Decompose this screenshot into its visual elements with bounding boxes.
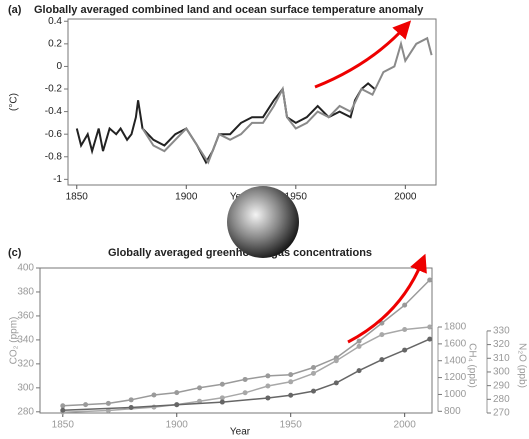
globe: [227, 186, 299, 258]
y-tick-label: 1600: [444, 339, 467, 350]
y-tick-label: -1: [53, 174, 62, 185]
y-tick-label: 380: [17, 287, 34, 298]
y-tick-label: 290: [493, 380, 510, 391]
y-axis-label: CO₂ (ppm): [9, 317, 20, 365]
data-point: [357, 368, 362, 373]
x-tick-label: 2000: [394, 192, 417, 203]
data-point: [220, 400, 225, 405]
data-point: [311, 371, 316, 376]
x-tick-label: 1900: [166, 420, 189, 431]
data-point: [288, 393, 293, 398]
y-tick-label: -0.6: [45, 129, 63, 140]
y-axis-label: N₂O (ppb): [516, 343, 527, 388]
y-tick-label: 0.2: [48, 38, 62, 49]
y-tick-label: 1400: [444, 355, 467, 366]
data-point: [220, 382, 225, 387]
plot-frame: [40, 268, 432, 413]
data-point: [357, 339, 362, 344]
y-tick-label: 1800: [444, 322, 467, 333]
data-point: [427, 337, 432, 342]
y-tick-label: -0.2: [45, 84, 63, 95]
data-point: [402, 303, 407, 308]
data-point: [129, 405, 134, 410]
series-line: [143, 38, 432, 162]
y-tick-label: 280: [493, 394, 510, 405]
y-tick-label: 1000: [444, 389, 467, 400]
data-point: [243, 377, 248, 382]
data-point: [243, 390, 248, 395]
y-tick-label: 270: [493, 408, 510, 419]
data-point: [265, 373, 270, 378]
y-tick-label: -0.4: [45, 106, 63, 117]
y-axis-label: (°C): [9, 93, 20, 111]
y-axis-label: CH₄ (ppb): [466, 343, 477, 388]
data-point: [106, 401, 111, 406]
x-tick-label: 2000: [394, 420, 417, 431]
series-line: [63, 339, 430, 410]
figure: (a) Globally averaged combined land and o…: [0, 0, 529, 439]
x-tick-label: 1950: [280, 420, 303, 431]
y-tick-label: 310: [493, 353, 510, 364]
data-point: [265, 384, 270, 389]
panel-label: (a): [8, 4, 22, 16]
data-point: [379, 332, 384, 337]
data-point: [174, 390, 179, 395]
data-point: [174, 402, 179, 407]
data-point: [427, 277, 432, 282]
y-tick-label: 400: [17, 263, 34, 274]
y-tick-label: 300: [17, 382, 34, 393]
series-line: [63, 280, 430, 406]
data-point: [129, 397, 134, 402]
data-point: [83, 402, 88, 407]
data-point: [427, 325, 432, 330]
x-tick-label: 1900: [175, 192, 198, 203]
y-tick-label: -0.8: [45, 151, 63, 162]
plot-frame: [68, 19, 436, 185]
data-point: [265, 395, 270, 400]
y-tick-label: 800: [444, 406, 461, 417]
y-tick-label: 0: [56, 61, 62, 72]
chart-title: Globally averaged combined land and ocea…: [34, 4, 424, 16]
series-line: [77, 83, 375, 162]
data-point: [357, 344, 362, 349]
data-point: [60, 408, 65, 413]
x-tick-label: 1850: [66, 192, 89, 203]
data-point: [60, 403, 65, 408]
y-tick-label: 340: [17, 335, 34, 346]
data-point: [402, 348, 407, 353]
data-point: [288, 379, 293, 384]
x-tick-label: 1850: [52, 420, 75, 431]
data-point: [334, 358, 339, 363]
y-tick-label: 320: [493, 339, 510, 350]
data-point: [379, 357, 384, 362]
data-point: [151, 393, 156, 398]
data-point: [197, 385, 202, 390]
y-tick-label: 300: [493, 367, 510, 378]
panel-label: (c): [8, 247, 22, 259]
y-tick-label: 0.4: [48, 16, 62, 27]
x-axis-label: Year: [230, 427, 251, 438]
data-point: [311, 389, 316, 394]
data-point: [402, 327, 407, 332]
data-point: [311, 365, 316, 370]
trend-arrow: [315, 27, 405, 87]
data-point: [334, 380, 339, 385]
y-tick-label: 1200: [444, 372, 467, 383]
trend-arrow: [348, 262, 422, 342]
y-tick-label: 360: [17, 311, 34, 322]
y-tick-label: 280: [17, 406, 34, 417]
y-tick-label: 330: [493, 326, 510, 337]
data-point: [288, 372, 293, 377]
y-tick-label: 320: [17, 359, 34, 370]
